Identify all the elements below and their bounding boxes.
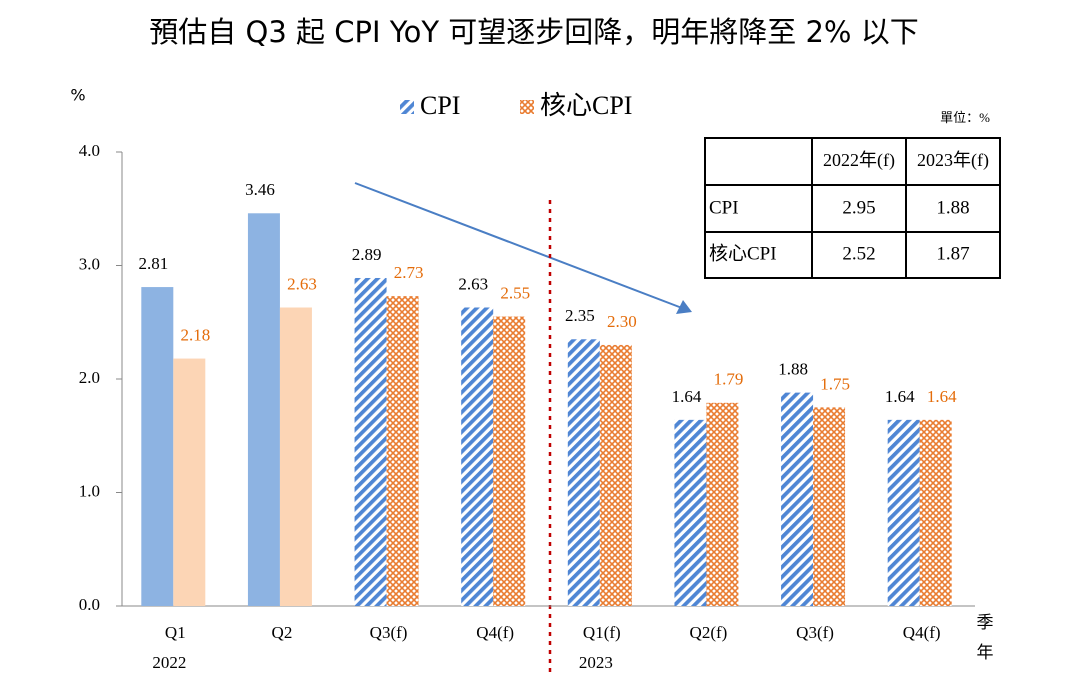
table-unit: 單位：% bbox=[940, 110, 990, 125]
bar bbox=[781, 392, 814, 606]
value-label: 1.64 bbox=[927, 387, 957, 406]
legend-swatch bbox=[520, 100, 534, 114]
bar bbox=[567, 339, 600, 606]
value-label: 2.81 bbox=[138, 254, 168, 273]
legend-swatch bbox=[400, 100, 414, 114]
legend-label: 核心CPI bbox=[540, 91, 632, 120]
x-tick-label: Q4(f) bbox=[903, 623, 941, 642]
bar bbox=[919, 419, 952, 606]
bar bbox=[493, 316, 526, 606]
x-tick-label: Q1 bbox=[165, 623, 186, 642]
bar bbox=[279, 307, 312, 606]
bar bbox=[706, 402, 739, 606]
x-tick-label: Q3(f) bbox=[796, 623, 834, 642]
value-label: 1.88 bbox=[778, 360, 808, 379]
year-label: 2022 bbox=[152, 653, 186, 672]
value-label: 1.64 bbox=[885, 387, 915, 406]
bar bbox=[247, 213, 280, 607]
y-tick-label: 1.0 bbox=[79, 481, 100, 500]
table-cell: 2.52 bbox=[842, 243, 875, 264]
x-axis-label: 季 bbox=[977, 613, 994, 632]
value-label: 2.63 bbox=[287, 274, 317, 293]
bar bbox=[813, 407, 846, 606]
value-label: 1.64 bbox=[672, 387, 702, 406]
table-row-label: CPI bbox=[709, 197, 739, 218]
year-label: 2023 bbox=[579, 653, 613, 672]
value-label: 2.89 bbox=[352, 245, 382, 264]
trend-arrow bbox=[354, 182, 683, 309]
x-tick-label: Q3(f) bbox=[370, 623, 408, 642]
bar bbox=[354, 277, 387, 606]
bar bbox=[173, 358, 206, 606]
arrow-head bbox=[676, 300, 692, 314]
table-row-label: 核心CPI bbox=[709, 242, 777, 264]
value-label: 2.35 bbox=[565, 306, 595, 325]
x-tick-label: Q1(f) bbox=[583, 623, 621, 642]
value-label: 2.18 bbox=[180, 325, 210, 344]
x-tick-label: Q4(f) bbox=[476, 623, 514, 642]
y-tick-label: 3.0 bbox=[79, 254, 100, 273]
data-table: 單位：% bbox=[704, 110, 1001, 279]
table-cell: 2.95 bbox=[842, 197, 875, 218]
value-label: 1.79 bbox=[714, 370, 744, 389]
table-cell: 1.88 bbox=[936, 197, 969, 218]
x-tick-label: Q2(f) bbox=[690, 623, 728, 642]
x-axis-label: 年 bbox=[977, 643, 994, 662]
value-label: 1.75 bbox=[820, 374, 850, 393]
bar bbox=[386, 296, 419, 606]
value-label: 3.46 bbox=[245, 180, 275, 199]
bar bbox=[674, 419, 707, 606]
legend-label: CPI bbox=[420, 91, 460, 120]
bar bbox=[887, 419, 920, 606]
bar bbox=[461, 307, 494, 606]
value-label: 2.55 bbox=[500, 283, 530, 302]
table-header: 2022年(f) bbox=[823, 150, 895, 171]
y-tick-label: 2.0 bbox=[79, 368, 100, 387]
y-tick-label: 4.0 bbox=[79, 141, 100, 160]
table-cell: 1.87 bbox=[936, 243, 969, 264]
chart-title: 預估自 Q3 起 CPI YoY 可望逐步回降，明年將降至 2% 以下 bbox=[149, 15, 918, 49]
value-label: 2.30 bbox=[607, 312, 637, 331]
value-label: 2.63 bbox=[458, 274, 488, 293]
y-tick-label: 0.0 bbox=[79, 595, 100, 614]
x-tick-label: Q2 bbox=[272, 623, 293, 642]
y-axis-label: % bbox=[70, 86, 85, 105]
table-header: 2023年(f) bbox=[917, 150, 989, 171]
bar bbox=[599, 344, 632, 606]
value-label: 2.73 bbox=[394, 263, 424, 282]
bar bbox=[141, 287, 174, 606]
